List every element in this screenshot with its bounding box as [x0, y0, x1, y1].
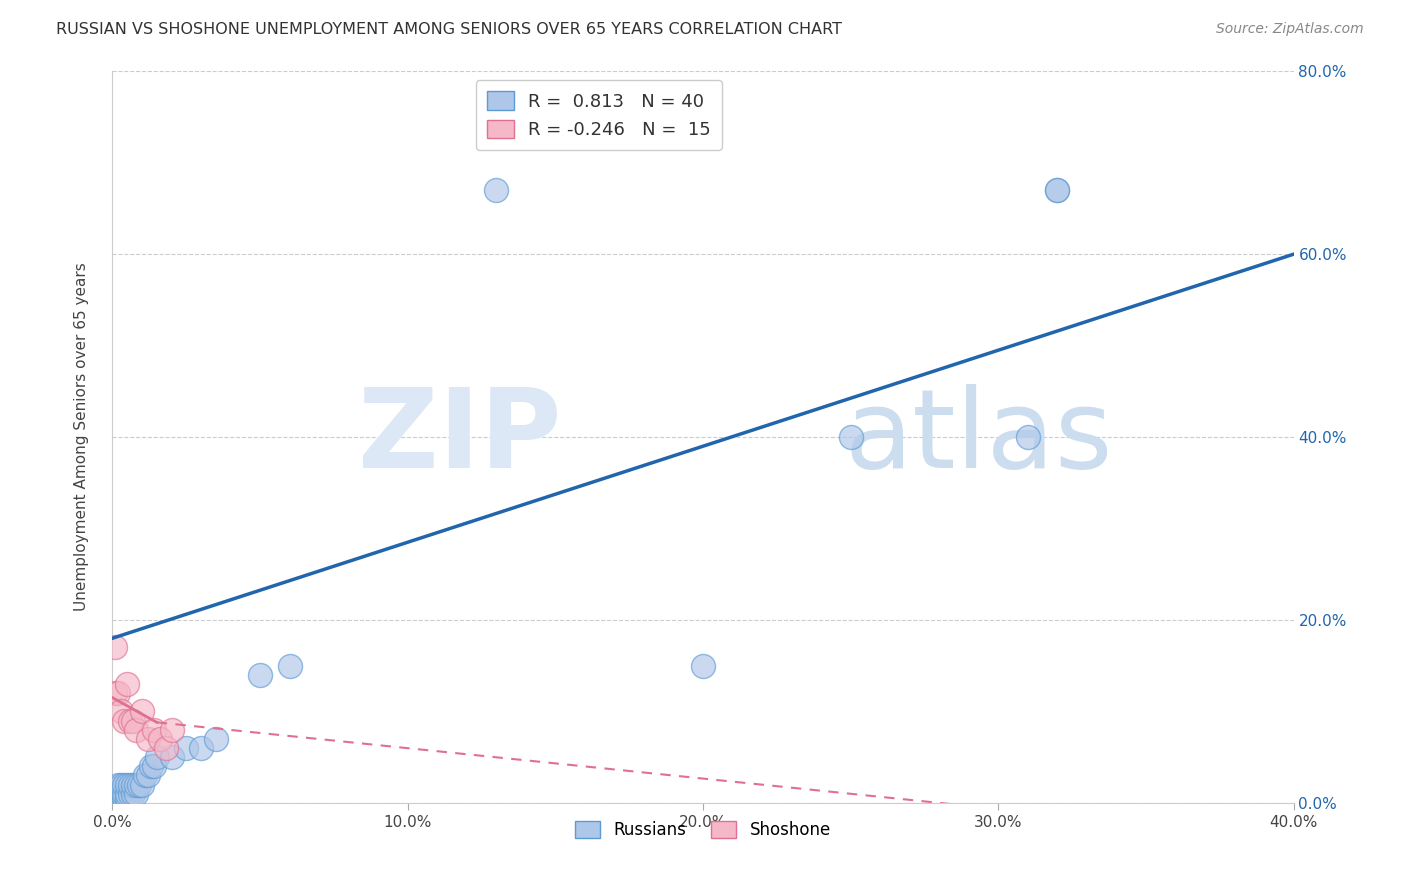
- Point: [155, 740, 177, 755]
- Point: [107, 791, 129, 805]
- Point: [142, 723, 165, 737]
- Point: [104, 782, 127, 797]
- Legend: Russians, Shoshone: Russians, Shoshone: [568, 814, 838, 846]
- Point: [120, 787, 142, 801]
- Text: Source: ZipAtlas.com: Source: ZipAtlas.com: [1216, 22, 1364, 37]
- Point: [1017, 430, 1039, 444]
- Point: [134, 768, 156, 782]
- Point: [692, 658, 714, 673]
- Point: [122, 714, 145, 728]
- Point: [110, 705, 132, 719]
- Point: [117, 787, 138, 801]
- Point: [104, 686, 127, 700]
- Point: [839, 430, 862, 444]
- Point: [131, 778, 153, 792]
- Point: [174, 740, 197, 755]
- Point: [104, 640, 127, 655]
- Point: [104, 787, 127, 801]
- Point: [1046, 183, 1069, 197]
- Point: [122, 787, 145, 801]
- Point: [110, 787, 132, 801]
- Point: [205, 731, 228, 746]
- Point: [122, 778, 145, 792]
- Point: [110, 778, 132, 792]
- Point: [149, 731, 172, 746]
- Point: [104, 791, 127, 805]
- Point: [112, 778, 135, 792]
- Point: [120, 714, 142, 728]
- Point: [142, 759, 165, 773]
- Point: [160, 723, 183, 737]
- Point: [117, 677, 138, 691]
- Point: [139, 759, 162, 773]
- Text: RUSSIAN VS SHOSHONE UNEMPLOYMENT AMONG SENIORS OVER 65 YEARS CORRELATION CHART: RUSSIAN VS SHOSHONE UNEMPLOYMENT AMONG S…: [56, 22, 842, 37]
- Point: [146, 750, 169, 764]
- Point: [136, 768, 159, 782]
- Point: [112, 791, 135, 805]
- Text: atlas: atlas: [845, 384, 1114, 491]
- Point: [112, 714, 135, 728]
- Point: [190, 740, 212, 755]
- Point: [107, 787, 129, 801]
- Point: [110, 791, 132, 805]
- Point: [107, 778, 129, 792]
- Point: [120, 778, 142, 792]
- Point: [107, 686, 129, 700]
- Point: [128, 778, 150, 792]
- Point: [249, 667, 271, 681]
- Point: [125, 778, 148, 792]
- Point: [278, 658, 301, 673]
- Point: [117, 791, 138, 805]
- Point: [125, 723, 148, 737]
- Text: ZIP: ZIP: [359, 384, 561, 491]
- Point: [112, 787, 135, 801]
- Point: [160, 750, 183, 764]
- Point: [136, 731, 159, 746]
- Point: [131, 705, 153, 719]
- Y-axis label: Unemployment Among Seniors over 65 years: Unemployment Among Seniors over 65 years: [75, 263, 89, 611]
- Point: [117, 778, 138, 792]
- Point: [485, 183, 508, 197]
- Point: [125, 787, 148, 801]
- Point: [1046, 183, 1069, 197]
